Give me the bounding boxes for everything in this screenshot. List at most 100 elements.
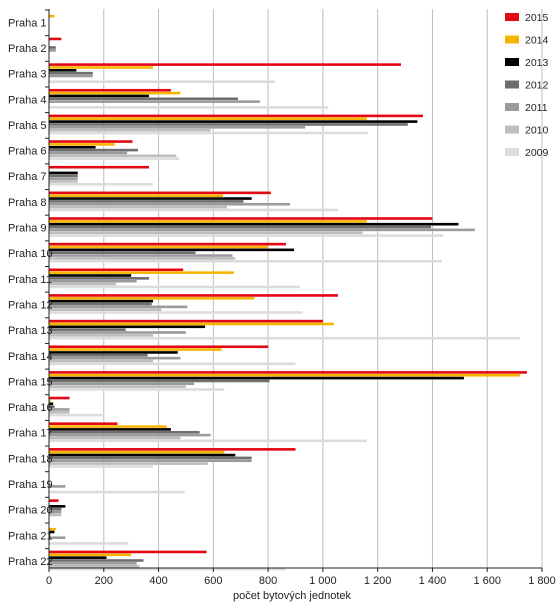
bar-praha-7-2013 — [49, 171, 78, 175]
bar-praha-6-2014 — [49, 143, 115, 146]
bar-praha-18-2014 — [49, 450, 225, 454]
bar-praha-6-2011 — [49, 151, 128, 155]
x-tick-label: 1 600 — [473, 575, 501, 587]
x-tick-labels: 0 200 400 600 800 1 000 1 200 1 400 1 600 1 800 — [46, 575, 556, 587]
legend-swatch-2012 — [505, 80, 519, 89]
category-label: Praha 20 — [8, 505, 53, 517]
bar-praha-5-2015 — [49, 114, 423, 118]
bar-praha-17-2012 — [49, 430, 200, 434]
bar-praha-7-2011 — [49, 177, 78, 180]
x-tick-label: 0 — [46, 575, 52, 587]
bar-praha-2-2015 — [49, 37, 62, 41]
bar-praha-15-2012 — [49, 379, 270, 383]
legend-label-2011: 2011 — [525, 102, 548, 114]
bar-praha-19-2009 — [49, 490, 185, 494]
bars-group — [49, 14, 527, 571]
bar-praha-20-2015 — [49, 499, 59, 502]
bar-praha-12-2012 — [49, 302, 152, 306]
bar-praha-12-2015 — [49, 294, 338, 297]
bar-praha-22-2010 — [49, 564, 140, 568]
bar-praha-16-2014 — [49, 399, 51, 403]
legend-label-2009: 2009 — [525, 147, 549, 159]
bar-praha-4-2011 — [49, 100, 260, 103]
category-label: Praha 5 — [8, 120, 47, 132]
bar-praha-22-2015 — [49, 550, 207, 554]
bar-praha-4-2012 — [49, 97, 238, 101]
bar-praha-15-2009 — [49, 388, 225, 391]
bar-praha-11-2014 — [49, 271, 234, 274]
bar-praha-14-2009 — [49, 362, 296, 366]
bar-praha-6-2012 — [49, 148, 139, 152]
bar-praha-11-2010 — [49, 282, 117, 286]
bar-praha-13-2011 — [49, 331, 186, 334]
bar-praha-15-2015 — [49, 371, 527, 374]
bar-praha-4-2009 — [49, 106, 329, 109]
bar-praha-9-2015 — [49, 217, 433, 220]
bar-praha-2-2011 — [49, 49, 56, 52]
bar-praha-7-2009 — [49, 183, 154, 186]
bar-praha-11-2013 — [49, 274, 132, 277]
bar-praha-3-2014 — [49, 66, 154, 69]
bar-praha-11-2011 — [49, 279, 137, 283]
bar-praha-12-2010 — [49, 308, 162, 311]
bar-praha-22-2012 — [49, 559, 144, 562]
bar-praha-9-2010 — [49, 231, 363, 235]
bar-praha-14-2011 — [49, 356, 181, 360]
bar-praha-9-2009 — [49, 234, 444, 237]
bar-praha-18-2011 — [49, 459, 252, 463]
category-label: Praha 22 — [8, 556, 53, 568]
legend-label-2014: 2014 — [525, 34, 549, 46]
category-label: Praha 17 — [8, 428, 53, 440]
x-axis-title: počet bytových jednotek — [233, 590, 352, 602]
bar-praha-14-2013 — [49, 351, 178, 354]
bar-praha-14-2014 — [49, 348, 222, 351]
bar-praha-4-2015 — [49, 88, 171, 92]
bar-praha-14-2015 — [49, 345, 269, 349]
bar-praha-10-2010 — [49, 257, 236, 260]
legend-label-2015: 2015 — [525, 12, 549, 24]
bar-praha-12-2014 — [49, 297, 255, 300]
bar-praha-19-2011 — [49, 485, 66, 488]
legend: 2015 2014 2013 2012 2011 2010 2009 — [505, 12, 549, 159]
bar-praha-7-2012 — [49, 174, 78, 178]
category-label: Praha 7 — [8, 171, 47, 183]
bar-praha-10-2014 — [49, 245, 269, 249]
bar-praha-1-2014 — [49, 14, 55, 18]
bar-praha-18-2012 — [49, 456, 252, 460]
bar-praha-20-2013 — [49, 505, 66, 508]
bar-praha-17-2010 — [49, 436, 181, 440]
bar-praha-5-2014 — [49, 117, 367, 121]
bar-praha-3-2011 — [49, 74, 93, 78]
category-label: Praha 4 — [8, 94, 47, 106]
bar-praha-12-2009 — [49, 311, 303, 314]
bar-praha-17-2013 — [49, 428, 171, 431]
bar-praha-17-2014 — [49, 425, 167, 428]
bar-praha-13-2009 — [49, 336, 521, 340]
bar-praha-21-2013 — [49, 530, 55, 534]
bar-praha-16-2009 — [49, 413, 103, 417]
bar-praha-18-2010 — [49, 462, 208, 465]
bar-praha-7-2015 — [49, 165, 149, 169]
bar-praha-4-2014 — [49, 91, 181, 95]
legend-swatch-2011 — [505, 103, 519, 111]
x-tick-label: 600 — [204, 575, 222, 587]
category-label: Praha 21 — [8, 530, 53, 542]
x-tick-label: 400 — [149, 575, 167, 587]
category-label: Praha 2 — [8, 43, 47, 55]
bar-praha-16-2015 — [49, 396, 70, 400]
bar-praha-17-2009 — [49, 439, 367, 443]
bar-praha-11-2015 — [49, 268, 184, 272]
legend-swatch-2015 — [505, 13, 519, 21]
category-label: Praha 8 — [8, 197, 47, 209]
bar-praha-3-2013 — [49, 69, 77, 72]
legend-swatch-2009 — [505, 148, 519, 156]
x-tick-label: 200 — [95, 575, 113, 587]
bar-praha-22-2014 — [49, 553, 132, 557]
bar-praha-15-2010 — [49, 385, 186, 388]
bar-praha-22-2013 — [49, 556, 107, 559]
category-label: Praha 3 — [8, 69, 47, 81]
bar-praha-15-2013 — [49, 376, 464, 380]
category-label: Praha 1 — [8, 17, 47, 29]
bar-praha-15-2014 — [49, 373, 521, 377]
bar-praha-8-2013 — [49, 197, 252, 200]
